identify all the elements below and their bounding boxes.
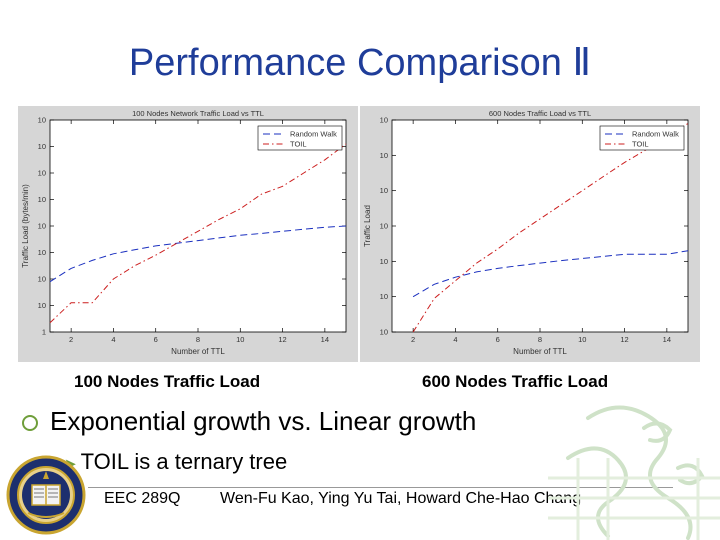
x-tick-label: 14 xyxy=(321,335,329,344)
footer-divider xyxy=(88,487,673,488)
decorative-dragon-ornament-icon xyxy=(548,405,720,540)
x-tick-label: 4 xyxy=(111,335,115,344)
x-tick-label: 10 xyxy=(578,335,586,344)
chart-title: 600 Nodes Traffic Load vs TTL xyxy=(489,109,591,118)
y-tick-label: 10 xyxy=(38,248,46,257)
y-tick-label: 10 xyxy=(380,186,388,195)
y-tick-label: 10 xyxy=(38,301,46,310)
x-tick-label: 4 xyxy=(453,335,457,344)
y-axis-label: Traffic Load (bytes/min) xyxy=(21,184,30,268)
x-axis-label: Number of TTL xyxy=(171,347,225,356)
chart-panel-100-nodes: 100 Nodes Network Traffic Load vs TTL 2 4 6… xyxy=(18,106,358,362)
series-line-random-walk xyxy=(49,225,347,283)
y-axis-label: Traffic Load xyxy=(363,205,372,247)
legend-box xyxy=(599,125,685,151)
series-line-random-walk xyxy=(412,250,689,298)
x-tick-label: 2 xyxy=(69,335,73,344)
legend-label: Random Walk xyxy=(290,130,337,139)
x-axis-label: Number of TTL xyxy=(513,347,567,356)
caption-600-nodes: 600 Nodes Traffic Load xyxy=(422,372,609,391)
y-tick-label: 10 xyxy=(380,257,388,266)
chart-600-nodes: 600 Nodes Traffic Load vs TTL 2 4 6 8 10 12 14 1… xyxy=(363,109,689,356)
circle-bullet-icon xyxy=(22,415,38,431)
y-tick-label: 10 xyxy=(38,195,46,204)
x-tick-label: 14 xyxy=(663,335,671,344)
footer-course: EEC 289Q xyxy=(104,490,181,507)
chart-100-nodes: 100 Nodes Network Traffic Load vs TTL 2 4 6… xyxy=(21,109,347,356)
slide-title: Performance Comparison Ⅱ xyxy=(128,42,592,84)
y-tick-label: 10 xyxy=(380,116,388,125)
bullet-exponential-growth: Exponential growth vs. Linear growth xyxy=(22,406,476,437)
bullet-1-text: Exponential growth vs. Linear growth xyxy=(50,406,477,436)
series-line-toil xyxy=(49,143,347,324)
legend-box xyxy=(257,125,343,151)
caption-100-nodes: 100 Nodes Traffic Load xyxy=(74,372,261,391)
y-tick-label: 1 xyxy=(42,328,46,337)
y-tick-label: 10 xyxy=(380,151,388,160)
legend-label: TOIL xyxy=(290,140,307,149)
y-tick-label: 10 xyxy=(38,116,46,125)
footer-authors: Wen-Fu Kao, Ying Yu Tai, Howard Che-Hao … xyxy=(220,490,582,507)
y-tick-label: 10 xyxy=(380,222,388,231)
x-tick-label: 2 xyxy=(411,335,415,344)
university-seal-icon xyxy=(6,455,86,535)
plot-area xyxy=(391,119,689,333)
bullet-2-text: TOIL is a ternary tree xyxy=(80,449,288,474)
chart-title: 100 Nodes Network Traffic Load vs TTL xyxy=(132,109,264,118)
legend-label: TOIL xyxy=(632,140,649,149)
series-line-toil xyxy=(412,123,689,333)
x-tick-label: 6 xyxy=(496,335,500,344)
y-tick-label: 10 xyxy=(380,292,388,301)
y-tick-label: 10 xyxy=(38,222,46,231)
y-tick-label: 10 xyxy=(38,275,46,284)
x-tick-label: 6 xyxy=(154,335,158,344)
plot-area xyxy=(49,119,347,333)
y-tick-label: 10 xyxy=(380,328,388,337)
legend-label: Random Walk xyxy=(632,130,679,139)
x-tick-label: 12 xyxy=(278,335,286,344)
x-tick-label: 8 xyxy=(196,335,200,344)
chart-panel-600-nodes: 600 Nodes Traffic Load vs TTL 2 4 6 8 10 12 14 1… xyxy=(360,106,700,362)
x-tick-label: 12 xyxy=(620,335,628,344)
y-tick-label: 10 xyxy=(38,142,46,151)
y-tick-label: 10 xyxy=(38,169,46,178)
x-tick-label: 10 xyxy=(236,335,244,344)
bullet-ternary-tree: ➤TOIL is a ternary tree xyxy=(64,449,287,475)
x-tick-label: 8 xyxy=(538,335,542,344)
